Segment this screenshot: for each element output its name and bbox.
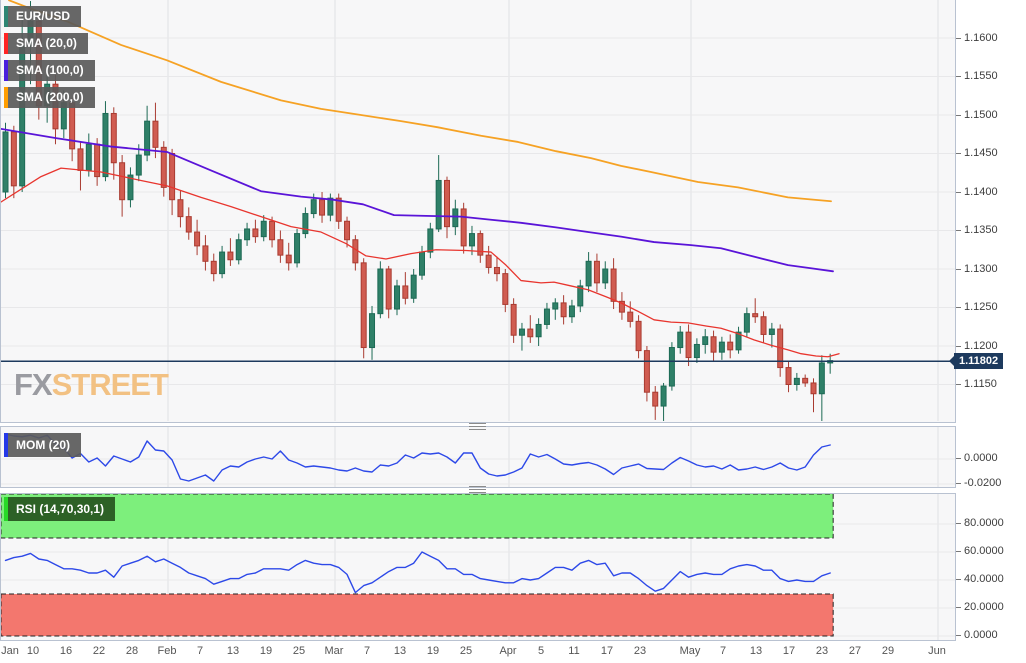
time-axis-label: 16 bbox=[59, 645, 73, 657]
axis-tick-mark bbox=[956, 153, 961, 154]
time-axis-label: 19 bbox=[426, 645, 440, 657]
axis-tick-label: 1.1350 bbox=[964, 224, 998, 236]
legend-item-sma100[interactable]: SMA (100,0) bbox=[4, 60, 95, 81]
axis-tick-mark bbox=[956, 191, 961, 193]
legend-item-sma20[interactable]: SMA (20,0) bbox=[4, 33, 95, 54]
axis-tick-mark bbox=[956, 522, 961, 524]
time-axis-label: 17 bbox=[782, 645, 796, 657]
axis-tick-mark bbox=[956, 550, 961, 552]
momentum-panel-resize-grip[interactable] bbox=[469, 423, 486, 430]
axis-tick-mark bbox=[956, 76, 961, 77]
candlestick-canvas[interactable] bbox=[1, 0, 955, 421]
axis-tick-mark bbox=[956, 578, 961, 580]
sma100-label: SMA (100,0) bbox=[8, 60, 95, 81]
time-axis-label: 10 bbox=[26, 645, 40, 657]
rsi-color-bar bbox=[4, 497, 8, 521]
axis-tick-label: 1.1550 bbox=[964, 70, 998, 82]
axis-tick-label: -0.0200 bbox=[964, 476, 1002, 489]
time-axis-label: 11 bbox=[568, 645, 580, 657]
axis-tick-mark bbox=[956, 307, 961, 308]
current-price-badge: 1.11802 bbox=[948, 353, 1004, 370]
axis-tick-label: 1.1250 bbox=[964, 301, 998, 313]
time-axis-label: 5 bbox=[537, 645, 545, 657]
momentum-canvas[interactable] bbox=[1, 427, 955, 487]
sma200-color-bar bbox=[4, 87, 8, 108]
time-axis-label: 23 bbox=[633, 645, 647, 657]
time-axis-label: 19 bbox=[259, 645, 273, 657]
axis-tick-label: 1.1200 bbox=[964, 339, 998, 352]
time-axis: Jan 10 16 22 28 Feb 7 13 19 25 Mar 7 13 19 25 Apr 5 11 17 2… bbox=[0, 643, 956, 663]
axis-tick-label: 60.0000 bbox=[964, 544, 1004, 557]
legend-item-eurusd[interactable]: EUR/USD bbox=[4, 6, 95, 27]
time-axis-label: Mar bbox=[324, 645, 344, 657]
fxstreet-watermark: FXSTREET bbox=[14, 367, 169, 402]
axis-tick-label: 40.0000 bbox=[964, 572, 1004, 585]
axis-tick-mark bbox=[956, 457, 961, 459]
axis-tick-mark bbox=[956, 268, 961, 270]
sma20-color-bar bbox=[4, 33, 8, 54]
time-axis-label: 25 bbox=[459, 645, 473, 657]
time-axis-label: 22 bbox=[92, 645, 106, 657]
rsi-canvas[interactable] bbox=[1, 494, 955, 640]
axis-tick-label: 1.1450 bbox=[964, 147, 998, 159]
time-axis-label: Jun bbox=[928, 645, 946, 657]
rsi-panel-resize-grip[interactable] bbox=[469, 486, 486, 493]
axis-tick-label: 1.1300 bbox=[964, 262, 998, 275]
axis-tick-label: 1.1150 bbox=[964, 378, 997, 390]
sma100-color-bar bbox=[4, 60, 8, 81]
time-axis-label: 28 bbox=[125, 645, 139, 657]
time-axis-label: Feb bbox=[157, 645, 177, 657]
rsi-label-text: RSI (14,70,30,1) bbox=[8, 497, 116, 521]
axis-tick-label: 20.0000 bbox=[964, 600, 1004, 613]
eurusd-color-bar bbox=[4, 6, 8, 27]
axis-tick-mark bbox=[956, 37, 961, 39]
rsi-indicator-label[interactable]: RSI (14,70,30,1) bbox=[4, 497, 116, 521]
time-axis-label: 13 bbox=[393, 645, 407, 657]
axis-tick-mark bbox=[956, 345, 961, 347]
legend: EUR/USD SMA (20,0) SMA (100,0) SMA (200,… bbox=[4, 6, 95, 114]
time-axis-label: 29 bbox=[881, 645, 895, 657]
sma200-label: SMA (200,0) bbox=[8, 87, 95, 108]
axis-tick-mark bbox=[956, 384, 961, 385]
axis-tick-mark bbox=[956, 482, 961, 484]
momentum-indicator-label[interactable]: MOM (20) bbox=[4, 433, 81, 457]
time-axis-label: May bbox=[679, 645, 701, 657]
time-axis-label: 27 bbox=[848, 645, 862, 657]
rsi-panel[interactable] bbox=[0, 493, 956, 641]
time-axis-label: 13 bbox=[226, 645, 240, 657]
legend-item-sma200[interactable]: SMA (200,0) bbox=[4, 87, 95, 108]
momentum-label-text: MOM (20) bbox=[8, 433, 81, 457]
time-axis-label: Jan bbox=[1, 645, 19, 657]
time-axis-label: 7 bbox=[196, 645, 204, 657]
time-axis-label: 7 bbox=[719, 645, 727, 657]
time-axis-label: Apr bbox=[499, 645, 517, 657]
watermark-street: STREET bbox=[51, 367, 169, 402]
time-axis-label: 17 bbox=[600, 645, 614, 657]
axis-tick-mark bbox=[956, 230, 961, 231]
axis-tick-mark bbox=[956, 606, 961, 608]
momentum-panel[interactable] bbox=[0, 426, 956, 488]
axis-tick-label: 1.1600 bbox=[964, 31, 998, 44]
axis-tick-mark bbox=[956, 634, 961, 636]
axis-tick-label: 0.0000 bbox=[964, 628, 998, 641]
sma20-label: SMA (20,0) bbox=[8, 33, 88, 54]
value-axis-gutter: 1.1600 1.1550 1.1500 1.1450 1.1400 1.1350 1.13… bbox=[956, 0, 1026, 663]
time-axis-label: 25 bbox=[292, 645, 306, 657]
axis-tick-mark bbox=[956, 114, 961, 116]
axis-tick-label: 0.0000 bbox=[964, 451, 998, 464]
main-price-panel[interactable]: FXSTREET bbox=[0, 0, 956, 423]
time-axis-label: 7 bbox=[363, 645, 371, 657]
time-axis-label: 13 bbox=[749, 645, 763, 657]
watermark-fx: FX bbox=[14, 367, 53, 402]
momentum-color-bar bbox=[4, 433, 8, 457]
axis-tick-label: 1.1500 bbox=[964, 108, 998, 121]
eurusd-label: EUR/USD bbox=[8, 6, 82, 27]
time-axis-label: 23 bbox=[815, 645, 829, 657]
axis-tick-label: 1.1400 bbox=[964, 185, 998, 198]
axis-tick-label: 80.0000 bbox=[964, 516, 1004, 529]
